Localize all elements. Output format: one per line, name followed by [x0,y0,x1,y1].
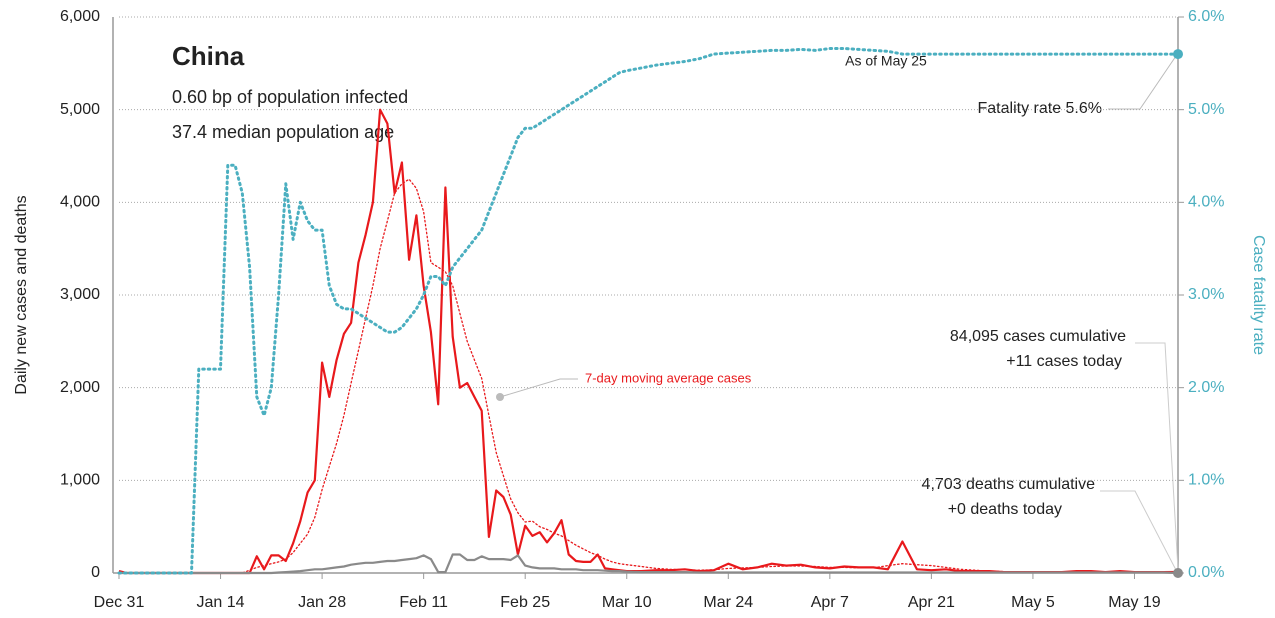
info: 37.4 median population age [172,122,394,142]
x-tick-label: Apr 7 [811,594,849,611]
series-line [117,47,1180,575]
y2-tick-label: 0.0% [1188,564,1224,581]
annotation: 4,703 deaths cumulative [922,476,1096,493]
leader [499,378,578,398]
y-tick-label: 0 [91,564,100,581]
annotation: +0 deaths today [948,501,1062,518]
series-line [119,553,1179,575]
leader [1135,342,1179,571]
x-tick-label: May 19 [1108,594,1161,611]
heading: China [172,41,245,71]
y-axis-title: Daily new cases and deaths [13,195,30,394]
x-tick-label: Dec 31 [94,594,145,611]
y-tick-label: 6,000 [60,8,100,25]
leader-dot [496,393,504,401]
x-tick-label: Mar 24 [703,594,753,611]
annotation: Fatality rate 5.6% [978,100,1103,117]
y-tick-label: 3,000 [60,286,100,303]
y2-tick-label: 4.0% [1188,194,1224,211]
y2-tick-label: 1.0% [1188,472,1224,489]
annotation: As of May 25 [845,53,927,69]
annotation: 84,095 cases cumulative [950,328,1126,345]
end-dot [1173,568,1183,578]
x-tick-label: Jan 14 [197,594,245,611]
series-line [118,178,1179,574]
annotation: +11 cases today [1006,353,1122,370]
y2-tick-label: 5.0% [1188,101,1224,118]
y2-axis-title: Case fatality rate [1250,235,1267,355]
leader [1100,490,1177,571]
y2-tick-label: 3.0% [1188,286,1224,303]
y-tick-label: 1,000 [60,472,100,489]
y2-tick-label: 2.0% [1188,379,1224,396]
x-tick-label: Feb 25 [500,594,550,611]
x-tick-label: May 5 [1011,594,1055,611]
end-dot [1173,49,1183,60]
annotation: 7-day moving average cases [585,370,752,385]
leader [1108,55,1177,110]
y-tick-label: 2,000 [60,379,100,396]
x-tick-label: Mar 10 [602,594,652,611]
y-tick-label: 4,000 [60,194,100,211]
y2-tick-label: 6.0% [1188,8,1224,25]
y-tick-label: 5,000 [60,101,100,118]
x-tick-label: Feb 11 [399,594,448,611]
x-tick-label: Jan 28 [298,594,346,611]
info: 0.60 bp of population infected [172,87,408,107]
x-tick-label: Apr 21 [908,594,955,611]
